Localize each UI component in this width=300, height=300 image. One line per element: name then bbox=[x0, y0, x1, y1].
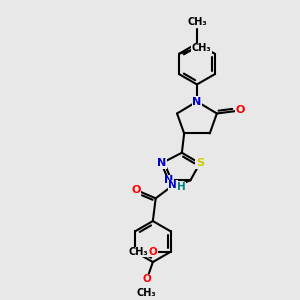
Text: S: S bbox=[196, 158, 204, 168]
Text: CH₃: CH₃ bbox=[129, 247, 148, 257]
Text: O: O bbox=[142, 274, 151, 284]
Text: N: N bbox=[157, 158, 166, 168]
Text: CH₃: CH₃ bbox=[192, 43, 211, 53]
Text: N: N bbox=[192, 97, 202, 106]
Text: O: O bbox=[236, 105, 245, 116]
Text: CH₃: CH₃ bbox=[187, 17, 207, 27]
Text: CH₃: CH₃ bbox=[137, 288, 156, 298]
Text: O: O bbox=[131, 185, 140, 195]
Text: N: N bbox=[164, 176, 173, 185]
Text: N: N bbox=[168, 181, 177, 190]
Text: O: O bbox=[148, 247, 157, 257]
Text: N: N bbox=[192, 97, 202, 106]
Text: H: H bbox=[178, 182, 186, 192]
